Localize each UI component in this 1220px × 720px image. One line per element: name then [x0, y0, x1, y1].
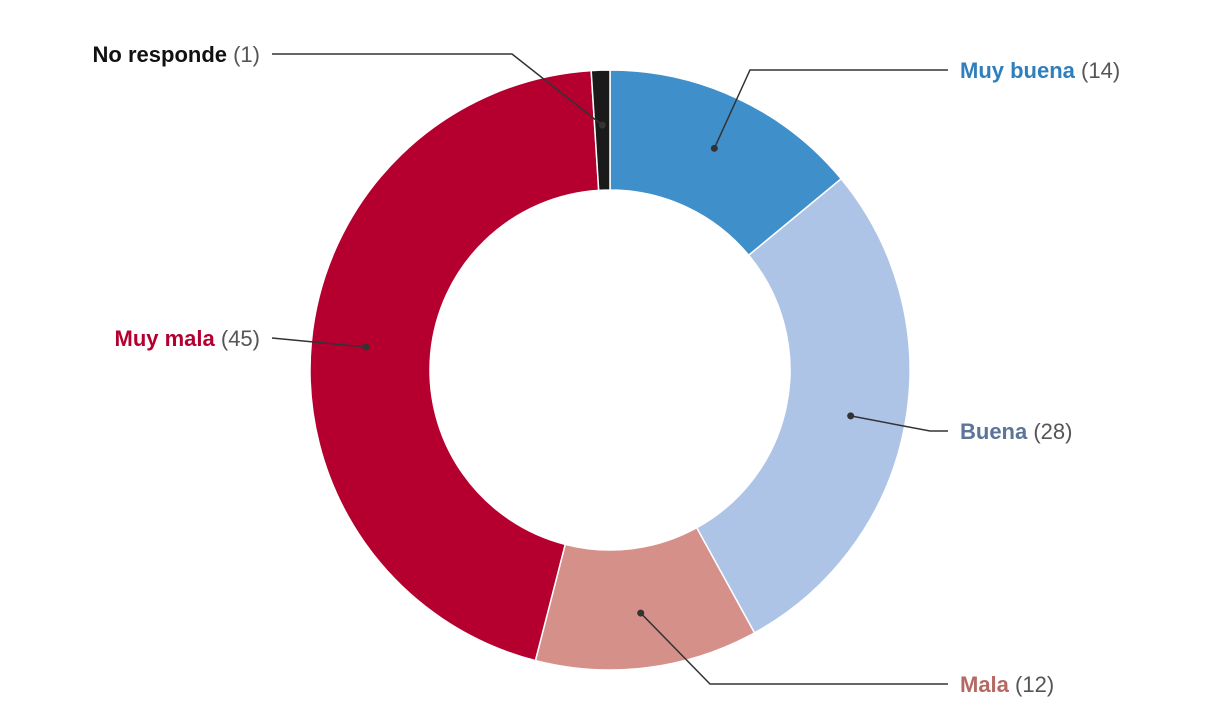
label-count: (28): [1033, 419, 1072, 444]
slice-no-responde: [590, 69, 611, 192]
label-count: (45): [221, 326, 260, 351]
slice-buena: [695, 177, 911, 634]
label-count: (14): [1081, 58, 1120, 83]
label-name: Buena: [960, 419, 1033, 444]
label-name: No responde: [93, 42, 234, 67]
label-mala: Mala (12): [960, 672, 1054, 697]
label-count: (1): [233, 42, 260, 67]
label-buena: Buena (28): [960, 419, 1072, 444]
leader-line-no-responde: [272, 53, 603, 126]
leader-dot-mala: [637, 609, 645, 617]
label-name: Muy mala: [115, 326, 221, 351]
leader-dot-muy-mala: [362, 343, 370, 351]
label-muy-mala: Muy mala (45): [115, 326, 261, 351]
leader-dot-buena: [847, 412, 855, 420]
leader-lines: [271, 53, 948, 685]
leader-line-buena: [850, 415, 948, 432]
label-no-responde: No responde (1): [93, 42, 260, 67]
leader-line-muy-buena: [713, 69, 948, 149]
leader-dot-muy-buena: [710, 144, 718, 152]
donut-slices: [309, 69, 911, 671]
leader-dot-no-responde: [598, 121, 606, 129]
slice-muy-mala: [309, 69, 600, 662]
slice-labels: Muy buena (14) Buena (28) Mala (12) Muy mal…: [93, 42, 1121, 697]
label-count: (12): [1015, 672, 1054, 697]
label-name: Muy buena: [960, 58, 1081, 83]
label-name: Mala: [960, 672, 1015, 697]
leader-line-mala: [640, 612, 948, 685]
label-muy-buena: Muy buena (14): [960, 58, 1120, 83]
leader-line-muy-mala: [271, 337, 367, 348]
